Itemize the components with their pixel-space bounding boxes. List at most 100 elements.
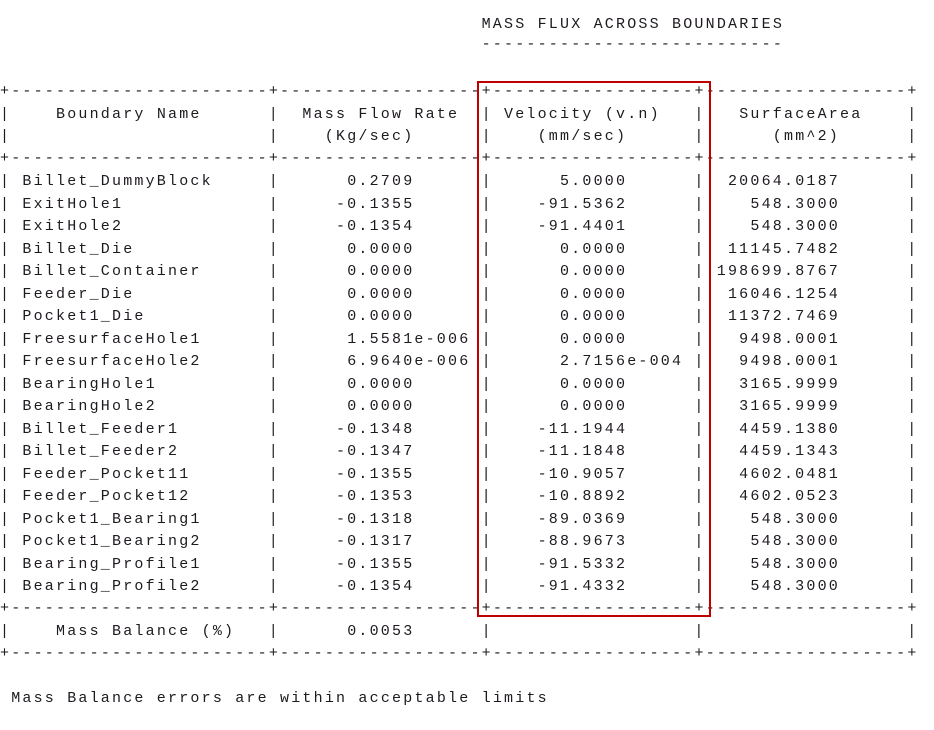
mass-balance-label: Mass Balance (%) [56,623,236,640]
column-separator: | [481,285,493,303]
velocity-value: 2.7156e-004 [559,353,684,370]
boundary-name: Billet_DummyBlock [22,173,213,190]
column-separator: | [694,623,706,640]
title-underline: --------------------------- [481,36,785,53]
column-separator: | [268,375,280,393]
mass-flow-rate: -0.1354 [335,218,415,235]
surface-area: 4459.1343 [739,443,840,460]
column-separator: | [694,240,706,258]
velocity-column-highlight [477,81,711,617]
surface-area: 548.3000 [750,555,840,573]
column-separator: | [481,353,493,370]
surface-area: 9498.0001 [739,330,840,348]
column-separator: | [268,510,280,528]
column-separator: | [481,443,493,460]
column-separator: | [907,623,919,640]
column-separator: | [694,353,706,370]
surface-area: 20064.0187 [727,173,840,190]
mass-flow-rate: 0.0000 [347,240,415,258]
column-separator: | [268,285,280,303]
column-separator: | [268,308,280,325]
column-separator: | [907,330,919,348]
column-separator: | [0,533,12,550]
column-separator: | [907,510,919,528]
surface-area: 548.3000 [750,218,840,235]
column-separator: | [907,195,919,213]
surface-area: 548.3000 [750,510,840,528]
column-separator: | [481,533,493,550]
column-separator: | [907,173,919,190]
column-separator: | [481,555,493,573]
velocity-value: -91.4332 [537,578,628,595]
report-title: MASS FLUX ACROSS BOUNDARIES [481,16,785,33]
column-separator: | [907,285,919,303]
table-border: +-----------------------+---------------… [0,83,919,100]
mass-flow-rate: -0.1355 [335,555,415,573]
column-separator: | [907,218,919,235]
column-separator: | [694,218,706,235]
column-separator: | [268,106,280,123]
table-border: +-----------------------+---------------… [0,600,919,617]
column-separator: | [907,488,919,505]
column-separator: | [0,443,12,460]
column-separator: | [694,106,706,123]
velocity-value: -91.4401 [537,218,628,235]
column-separator: | [0,106,12,123]
mass-flow-rate: -0.1347 [335,443,415,460]
column-separator: | [907,263,919,280]
mass-balance-value: 0.0053 [347,623,415,640]
column-separator: | [268,240,280,258]
mass-flow-rate: -0.1353 [335,488,415,505]
velocity-value: 0.0000 [559,330,628,348]
velocity-value: -89.0369 [537,510,628,528]
mass-flow-rate: 0.0000 [347,398,415,415]
header-velocity-unit: (mm/sec) [537,128,628,145]
boundary-name: Billet_Container [22,263,202,280]
column-separator: | [481,330,493,348]
column-separator: | [268,173,280,190]
header-boundary-name: Boundary Name [56,106,202,123]
boundary-name: Bearing_Profile2 [22,578,202,595]
column-separator: | [694,398,706,415]
column-separator: | [0,623,12,640]
velocity-value: 0.0000 [559,263,628,280]
column-separator: | [0,420,12,438]
column-separator: | [0,375,12,393]
column-separator: | [481,375,493,393]
column-separator: | [907,555,919,573]
column-separator: | [694,465,706,483]
column-separator: | [268,488,280,505]
boundary-name: Feeder_Die [22,285,135,303]
column-separator: | [0,330,12,348]
boundary-name: Pocket1_Die [22,308,146,325]
column-separator: | [694,510,706,528]
column-separator: | [0,263,12,280]
boundary-name: Billet_Die [22,240,135,258]
mass-flow-rate: 1.5581e-006 [347,330,471,348]
column-separator: | [0,218,12,235]
column-separator: | [907,420,919,438]
velocity-value: 0.0000 [559,398,628,415]
column-separator: | [0,510,12,528]
velocity-value: -10.9057 [537,465,628,483]
surface-area: 4602.0481 [739,465,840,483]
table-border: +-----------------------+---------------… [0,645,919,662]
column-separator: | [0,578,12,595]
column-separator: | [907,533,919,550]
column-separator: | [481,263,493,280]
column-separator: | [481,420,493,438]
column-separator: | [0,398,12,415]
velocity-value: 0.0000 [559,285,628,303]
column-separator: | [0,195,12,213]
boundary-name: ExitHole2 [22,218,124,235]
surface-area: 548.3000 [750,533,840,550]
velocity-value: -10.8892 [537,488,628,505]
header-surface-area: SurfaceArea [739,106,863,123]
velocity-value: 0.0000 [559,308,628,325]
column-separator: | [481,623,493,640]
column-separator: | [268,420,280,438]
column-separator: | [481,106,493,123]
column-separator: | [481,510,493,528]
column-separator: | [907,443,919,460]
column-separator: | [694,195,706,213]
